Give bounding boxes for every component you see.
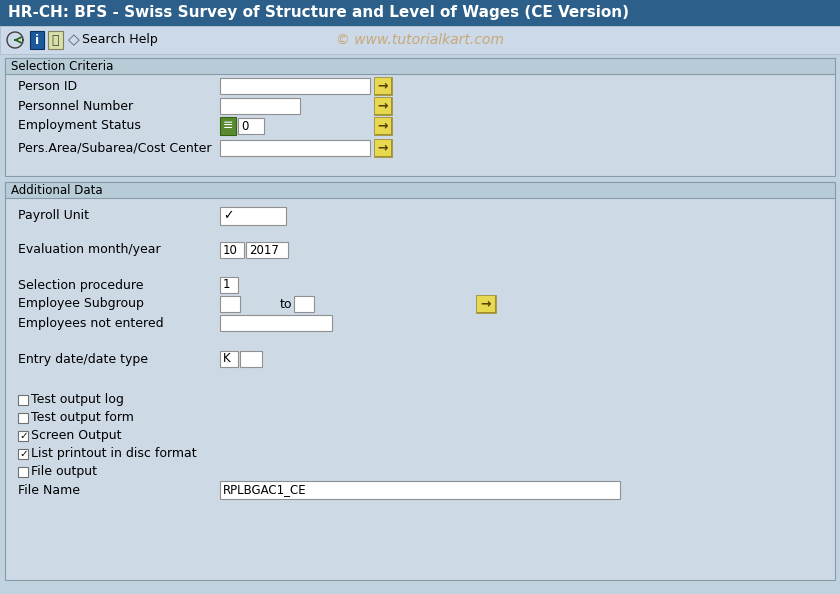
Bar: [374, 117, 392, 135]
Bar: [246, 242, 288, 258]
Bar: [374, 97, 392, 115]
Bar: [30, 31, 44, 49]
Text: Person ID: Person ID: [18, 80, 77, 93]
Text: ≡: ≡: [223, 119, 234, 132]
Bar: [18, 449, 28, 459]
Bar: [220, 277, 238, 293]
Text: ✓: ✓: [223, 210, 234, 223]
Bar: [18, 395, 28, 405]
Text: →: →: [480, 298, 491, 311]
Bar: [220, 315, 332, 331]
Text: Selection Criteria: Selection Criteria: [11, 59, 113, 72]
Text: Test output form: Test output form: [31, 412, 134, 425]
Bar: [5, 58, 835, 74]
Text: RPLBGAC1_CE: RPLBGAC1_CE: [223, 484, 307, 497]
Bar: [5, 182, 835, 198]
Text: Personnel Number: Personnel Number: [18, 100, 133, 112]
Text: Employees not entered: Employees not entered: [18, 317, 164, 330]
Text: i: i: [35, 33, 39, 46]
Text: Payroll Unit: Payroll Unit: [18, 210, 89, 223]
Text: © www.tutorialkart.com: © www.tutorialkart.com: [336, 33, 504, 47]
Text: →: →: [378, 80, 388, 93]
Bar: [238, 118, 264, 134]
Text: Screen Output: Screen Output: [31, 429, 122, 443]
Text: Pers.Area/Subarea/Cost Center: Pers.Area/Subarea/Cost Center: [18, 141, 212, 154]
Text: →: →: [378, 141, 388, 154]
Bar: [220, 242, 244, 258]
Text: →: →: [378, 100, 388, 112]
Bar: [375, 98, 391, 114]
Bar: [18, 431, 28, 441]
Text: File Name: File Name: [18, 484, 80, 497]
Bar: [220, 351, 238, 367]
Bar: [477, 296, 495, 312]
Bar: [220, 140, 370, 156]
Bar: [220, 98, 300, 114]
Bar: [5, 58, 835, 176]
Text: Selection procedure: Selection procedure: [18, 279, 144, 292]
Bar: [220, 117, 236, 135]
Bar: [18, 413, 28, 423]
Bar: [476, 295, 496, 313]
Text: File output: File output: [31, 466, 97, 479]
Text: Employment Status: Employment Status: [18, 119, 141, 132]
Bar: [294, 296, 314, 312]
Bar: [220, 78, 370, 94]
Text: K: K: [223, 352, 231, 365]
Text: Search Help: Search Help: [82, 33, 158, 46]
Text: Additional Data: Additional Data: [11, 184, 102, 197]
Text: Entry date/date type: Entry date/date type: [18, 352, 148, 365]
Text: Test output log: Test output log: [31, 393, 123, 406]
Text: 1: 1: [223, 279, 230, 292]
Bar: [374, 77, 392, 95]
Text: ✓: ✓: [19, 449, 29, 459]
Bar: [18, 467, 28, 477]
Text: ◇: ◇: [68, 33, 80, 48]
Text: to: to: [280, 298, 292, 311]
Text: List printout in disc format: List printout in disc format: [31, 447, 197, 460]
Bar: [5, 177, 835, 181]
Text: ✓: ✓: [19, 431, 29, 441]
Bar: [220, 481, 620, 499]
Bar: [240, 351, 262, 367]
Bar: [48, 31, 63, 49]
Text: ⌖: ⌖: [51, 33, 59, 46]
Text: 10: 10: [223, 244, 238, 257]
Text: →: →: [378, 119, 388, 132]
Bar: [0, 26, 840, 54]
Bar: [375, 118, 391, 134]
Text: 0: 0: [241, 119, 249, 132]
Bar: [0, 0, 840, 26]
Bar: [220, 207, 286, 225]
Text: Evaluation month/year: Evaluation month/year: [18, 244, 160, 257]
Bar: [375, 78, 391, 94]
Text: Employee Subgroup: Employee Subgroup: [18, 298, 144, 311]
Text: 2017: 2017: [249, 244, 279, 257]
Bar: [374, 139, 392, 157]
Text: HR-CH: BFS - Swiss Survey of Structure and Level of Wages (CE Version): HR-CH: BFS - Swiss Survey of Structure a…: [8, 5, 629, 21]
Bar: [5, 182, 835, 580]
Bar: [375, 140, 391, 156]
Bar: [220, 296, 240, 312]
